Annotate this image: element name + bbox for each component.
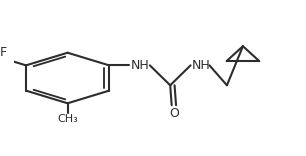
- Text: NH: NH: [131, 59, 150, 72]
- Text: O: O: [169, 107, 179, 120]
- Text: NH: NH: [192, 59, 211, 72]
- Text: F: F: [0, 46, 7, 59]
- Text: CH₃: CH₃: [57, 114, 78, 124]
